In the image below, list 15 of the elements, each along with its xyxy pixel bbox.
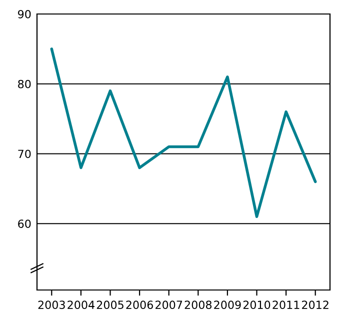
x-tick-label: 2003 — [38, 300, 65, 310]
x-tick-label: 2012 — [302, 300, 328, 310]
y-tick-label: 90 — [18, 10, 31, 18]
x-tick-label: 2007 — [156, 300, 182, 310]
x-tick-label: 2009 — [214, 300, 241, 310]
x-tick-label: 2004 — [68, 300, 94, 310]
y-tick-label: 60 — [18, 220, 31, 228]
x-tick-label: 2006 — [126, 300, 153, 310]
x-tick-label: 2010 — [243, 300, 270, 310]
y-tick-label: 80 — [18, 80, 31, 88]
x-tick-label: 2005 — [96, 300, 124, 310]
line-series — [50, 48, 317, 218]
x-tick-label: 2008 — [184, 300, 212, 310]
x-tick-label: 2011 — [272, 300, 300, 310]
y-tick-label: 70 — [18, 150, 31, 158]
